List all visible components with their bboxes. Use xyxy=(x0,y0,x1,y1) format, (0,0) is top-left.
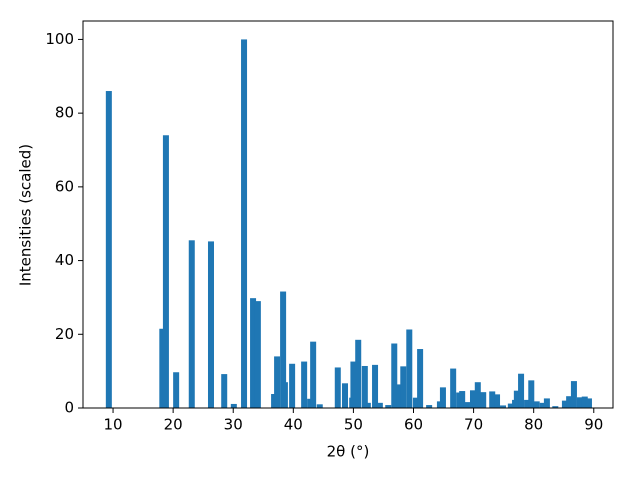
x-tick-label: 60 xyxy=(404,416,423,434)
bar xyxy=(533,401,540,408)
bar xyxy=(281,382,288,408)
x-tick-label: 70 xyxy=(464,416,483,434)
bar xyxy=(426,405,433,408)
y-tick-label: 20 xyxy=(55,325,74,343)
x-tick-label: 80 xyxy=(524,416,543,434)
bar xyxy=(543,398,550,408)
bar xyxy=(494,394,501,408)
bar xyxy=(518,373,525,408)
y-tick-label: 0 xyxy=(64,399,74,417)
bar xyxy=(310,341,317,408)
bar xyxy=(334,367,341,408)
bar xyxy=(412,397,419,408)
bar xyxy=(417,349,424,408)
bar xyxy=(230,403,237,408)
bar xyxy=(274,356,281,408)
bar xyxy=(528,380,535,408)
bar xyxy=(513,390,520,408)
bar xyxy=(566,396,573,408)
bar xyxy=(406,329,413,408)
bar xyxy=(474,382,481,408)
plot-frame xyxy=(82,20,614,409)
bar xyxy=(188,240,195,408)
bar xyxy=(391,343,398,408)
bar xyxy=(507,403,514,408)
bar xyxy=(372,364,379,408)
bar xyxy=(385,405,392,408)
bar xyxy=(539,402,546,408)
bar xyxy=(396,384,403,408)
bar xyxy=(463,402,470,408)
bar xyxy=(105,91,112,409)
y-tick-label: 60 xyxy=(55,177,74,195)
bar xyxy=(500,405,507,408)
bar xyxy=(280,291,287,408)
bar xyxy=(450,368,457,408)
bar xyxy=(159,328,166,408)
bar xyxy=(316,404,323,408)
x-tick-label: 90 xyxy=(584,416,603,434)
x-tick-label: 50 xyxy=(344,416,363,434)
bar xyxy=(301,361,308,408)
bar xyxy=(355,339,362,408)
bar xyxy=(585,398,592,408)
bar xyxy=(489,391,496,408)
x-tick-label: 10 xyxy=(103,416,122,434)
bar xyxy=(561,400,568,408)
bar xyxy=(350,361,357,408)
bar xyxy=(439,387,446,408)
bar xyxy=(524,399,531,408)
bar xyxy=(581,396,588,408)
y-tick-label: 100 xyxy=(45,30,74,48)
bar xyxy=(341,383,348,408)
bar xyxy=(221,374,228,408)
x-tick-label: 40 xyxy=(284,416,303,434)
bar xyxy=(459,391,466,408)
x-tick-label: 20 xyxy=(164,416,183,434)
bar xyxy=(480,392,487,408)
bar xyxy=(254,301,261,408)
bar xyxy=(361,365,368,408)
bar xyxy=(400,366,407,408)
bar xyxy=(289,363,296,408)
y-tick-label: 80 xyxy=(55,104,74,122)
bar xyxy=(364,402,371,408)
bar xyxy=(469,390,476,408)
bar xyxy=(376,402,383,408)
x-tick-label: 30 xyxy=(224,416,243,434)
bar xyxy=(552,406,559,408)
bar xyxy=(207,241,214,408)
bar xyxy=(570,381,577,408)
x-axis-label: 2θ (°) xyxy=(327,443,370,461)
y-tick-label: 40 xyxy=(55,251,74,269)
bar xyxy=(250,298,257,408)
bar xyxy=(173,372,180,408)
bar xyxy=(162,135,169,408)
y-axis-label: Intensities (scaled) xyxy=(17,144,35,286)
bar xyxy=(241,39,248,409)
bar xyxy=(576,397,583,408)
